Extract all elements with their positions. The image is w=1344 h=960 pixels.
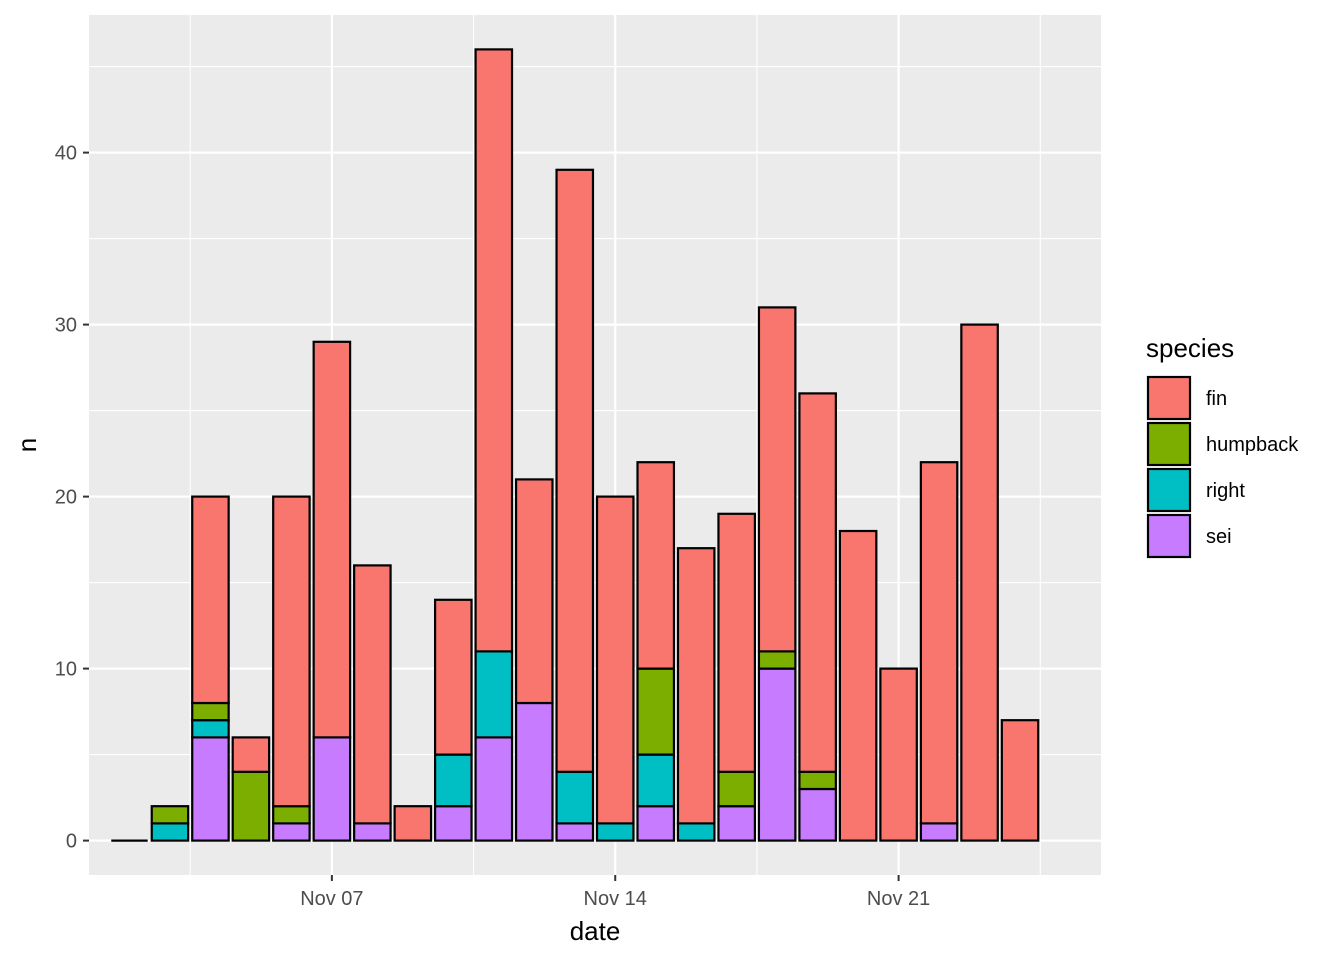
bar-segment-right (595, 822, 635, 842)
bar-segment-fin (717, 512, 756, 773)
x-tick-label: Nov 14 (584, 888, 647, 910)
bar-segment-sei (514, 701, 554, 842)
bar-segment-fin (474, 48, 514, 653)
legend-label-fin: fin (1206, 388, 1227, 410)
bar-segment-humpback (272, 805, 311, 825)
bar-segment-humpback (757, 650, 797, 670)
y-tick-label: 10 (55, 659, 77, 681)
y-tick-label: 30 (55, 315, 77, 337)
legend-swatch-sei (1146, 513, 1192, 559)
bar-segment-fin (231, 736, 271, 773)
legend-title: species (1146, 333, 1234, 363)
bar-segment-fin (393, 805, 433, 842)
bar-segment-fin (960, 323, 999, 842)
bar-segment-fin (1000, 719, 1040, 842)
bar-segment-sei (717, 805, 756, 842)
bar-segment-sei (555, 822, 595, 842)
bar-segment-sei (636, 805, 676, 842)
bar-segment-fin (514, 478, 554, 705)
bar-segment-sei (191, 736, 230, 842)
y-tick-label: 0 (66, 831, 77, 853)
bar-segment-sei (474, 736, 514, 842)
bar-segment-fin (919, 461, 959, 825)
bar-segment-fin (272, 495, 311, 808)
bar-segment-fin (191, 495, 230, 705)
bar-segment-fin (595, 495, 635, 825)
bar-segment-fin (676, 547, 716, 825)
bar-segment-fin (555, 168, 595, 773)
bar-segment-fin (757, 306, 797, 653)
bar-segment-humpback (636, 667, 676, 756)
bar-segment-fin (312, 340, 352, 739)
bar-segment-sei (272, 822, 311, 842)
x-axis-title: date (570, 916, 621, 946)
legend-swatch-fin (1146, 375, 1192, 421)
bar-segment-humpback (231, 770, 271, 842)
bar-segment-right (191, 719, 230, 739)
legend: species fin humpback right sei (1146, 333, 1299, 559)
y-tick-label: 40 (55, 143, 77, 165)
bar-segment-right (474, 650, 514, 739)
bar-segment-humpback (150, 805, 190, 825)
bar-segment-right (676, 822, 716, 842)
bar-segment-sei (353, 822, 392, 842)
bars (111, 48, 1040, 842)
bar-segment-fin (798, 392, 837, 773)
bar-segment-humpback (717, 770, 756, 808)
legend-label-sei: sei (1206, 526, 1232, 548)
bar-segment-sei (798, 787, 837, 842)
legend-label-humpback: humpback (1206, 434, 1299, 456)
legend-label-right: right (1206, 480, 1245, 502)
bar-segment-right (150, 822, 190, 842)
bar-segment-fin (838, 529, 878, 842)
bar-segment-right (636, 753, 676, 808)
y-tick-label: 20 (55, 487, 77, 509)
bar-segment-fin (434, 598, 473, 756)
bar-segment-sei (434, 805, 473, 842)
bar-segment-sei (919, 822, 959, 842)
bar-segment-humpback (798, 770, 837, 791)
x-tick-label: Nov 07 (300, 888, 363, 910)
bar-segment-fin (636, 461, 676, 670)
y-axis-title: n (12, 438, 42, 452)
bar-segment-sei (312, 736, 352, 842)
x-tick-label: Nov 21 (867, 888, 930, 910)
x-axis: Nov 07 Nov 14 Nov 21 (300, 875, 930, 910)
bar-segment-humpback (191, 701, 230, 722)
bar-segment-fin (353, 564, 392, 825)
y-axis: 0 10 20 30 40 (55, 143, 89, 853)
legend-swatch-right (1146, 467, 1192, 513)
bar-segment-right (434, 753, 473, 808)
bar-segment-sei (757, 667, 797, 842)
bar-segment-fin (879, 667, 918, 842)
bar-segment-right (555, 770, 595, 825)
legend-swatch-humpback (1146, 421, 1192, 467)
